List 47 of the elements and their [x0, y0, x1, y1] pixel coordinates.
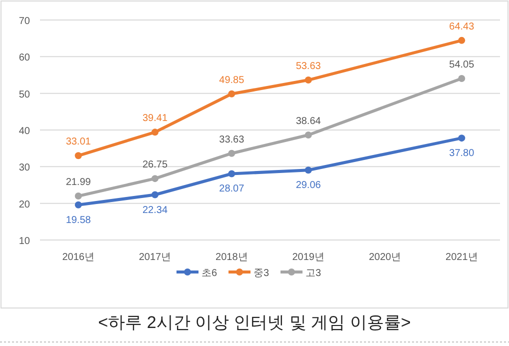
point [152, 191, 158, 198]
data-label: 53.63 [296, 61, 322, 72]
x-tick-label: 2019년 [292, 252, 324, 263]
point [458, 134, 466, 142]
point [304, 131, 312, 138]
x-tick-label: 2017년 [138, 252, 172, 263]
data-label: 38.64 [296, 116, 322, 127]
x-tick-label: 2020년 [368, 252, 402, 263]
y-tick-label: 20 [18, 199, 30, 210]
point [458, 74, 466, 82]
point [74, 192, 82, 200]
data-label: 28.07 [219, 184, 245, 195]
x-tick-label: 2016년 [62, 252, 94, 263]
y-tick-label: 50 [18, 89, 30, 100]
legend-label: 초6 [202, 268, 218, 279]
text: <하루 2시간 이상 인터넷 및 게임 이용률> [98, 313, 411, 332]
point [152, 128, 158, 136]
y-tick-label: 60 [18, 52, 30, 64]
point [304, 76, 312, 84]
legend-label: 고3 [306, 268, 322, 279]
data-label: 29.06 [296, 180, 322, 192]
data-label: 49.85 [219, 74, 245, 86]
data-label: 26.75 [142, 160, 168, 171]
data-label: 33.63 [219, 134, 245, 146]
point [304, 166, 312, 174]
y-tick-label: 10 [18, 236, 30, 247]
data-label: 54.05 [449, 59, 475, 70]
point [74, 152, 82, 160]
y-tick-label: 40 [18, 126, 30, 137]
legend-label: 중3 [254, 268, 270, 279]
point [228, 90, 236, 98]
y-tick-label: 30 [18, 162, 30, 174]
data-label: 33.01 [66, 136, 92, 148]
point [228, 150, 236, 157]
data-label: 64.43 [449, 21, 475, 32]
x-tick-label: 2018년 [216, 252, 248, 263]
point [228, 170, 236, 178]
data-label: 22.34 [142, 204, 168, 216]
data-label: 39.41 [142, 113, 168, 124]
point [458, 36, 466, 44]
data-label: 37.80 [449, 148, 475, 160]
data-label: 19.58 [66, 214, 92, 226]
point [152, 175, 158, 182]
point [74, 201, 82, 208]
y-tick-label: 70 [18, 16, 30, 27]
data-label: 21.99 [66, 177, 92, 188]
x-tick-label: 2021년 [446, 252, 478, 263]
